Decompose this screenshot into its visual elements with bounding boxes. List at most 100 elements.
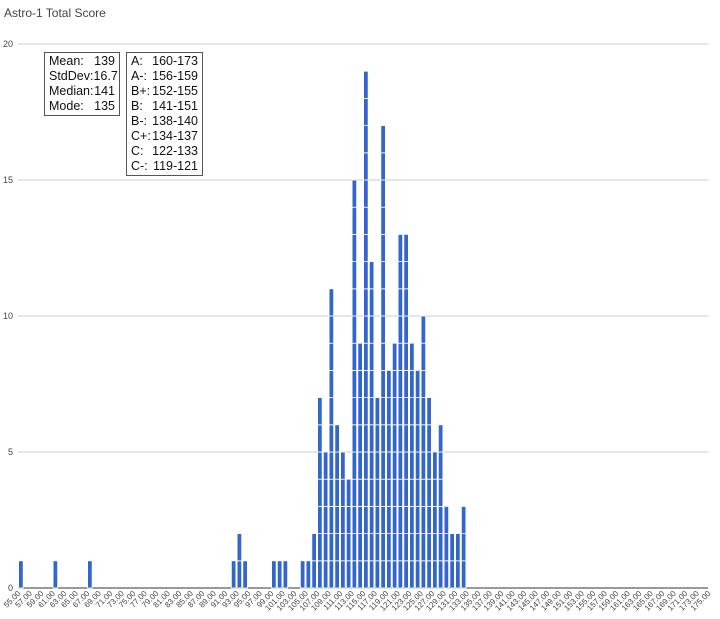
stat-row-stddev: StdDev: 16.7 (49, 69, 118, 84)
stat-row-mean: Mean: 139 (49, 54, 115, 69)
histogram-bar-127 (432, 505, 438, 534)
histogram-bar-115 (363, 533, 369, 562)
histogram-bar-107 (317, 451, 323, 480)
histogram-bar-116 (368, 560, 375, 589)
histogram-bar-116 (368, 261, 375, 290)
histogram-bar-118 (380, 369, 386, 398)
histogram-bar-120 (391, 533, 398, 562)
histogram-bar-122 (403, 397, 409, 426)
histogram-bar-129 (443, 505, 450, 534)
grade-row-b-plus: B+: 152-155 (131, 84, 198, 99)
grade-range: 138-140 (152, 114, 198, 128)
histogram-bar-128 (437, 505, 444, 534)
histogram-bar-114 (357, 397, 363, 426)
histogram-bar-110 (334, 505, 340, 534)
y-tick-label: 5 (8, 447, 13, 457)
stat-label: Mode: (49, 99, 84, 113)
grade-range: 134-137 (152, 129, 198, 143)
histogram-bar-113 (351, 560, 358, 589)
histogram-bar-124 (414, 560, 421, 589)
histogram-bar-106 (311, 560, 317, 589)
grade-label: C: (131, 144, 144, 158)
histogram-bar-126 (426, 533, 432, 562)
histogram-bar-129 (443, 533, 450, 562)
histogram-bar-113 (351, 478, 358, 507)
grade-range: 156-159 (152, 69, 198, 83)
histogram-bar-107 (317, 505, 323, 534)
histogram-bar-113 (351, 206, 358, 235)
histogram-bar-124 (414, 451, 421, 480)
histogram-bar-113 (351, 288, 358, 317)
histogram-bar-125 (420, 424, 427, 453)
histogram-bar-124 (414, 505, 421, 534)
histogram-bar-110 (334, 424, 340, 453)
histogram-bar-123 (409, 505, 415, 534)
histogram-bar-116 (368, 533, 375, 562)
histogram-bar-131 (455, 533, 461, 562)
histogram-bar-100 (276, 560, 283, 589)
histogram-bar-121 (397, 478, 404, 507)
histogram-bar-115 (363, 397, 369, 426)
histogram-bar-107 (317, 478, 323, 507)
histogram-bar-115 (363, 315, 369, 344)
y-tick-label: 0 (8, 583, 13, 593)
histogram-bar-117 (374, 397, 381, 426)
histogram-bar-126 (426, 560, 432, 589)
histogram-bar-132 (460, 533, 467, 562)
histogram-bar-128 (437, 424, 444, 453)
histogram-bar-119 (386, 369, 392, 398)
histogram-bar-108 (322, 478, 329, 507)
grade-row-c-plus: C+: 134-137 (131, 129, 198, 144)
histogram-bar-115 (363, 152, 369, 181)
histogram-bar-107 (317, 424, 323, 453)
histogram-bar-109 (328, 315, 335, 344)
histogram-bar-116 (368, 369, 375, 398)
histogram-bar-119 (386, 451, 392, 480)
histogram-bar-125 (420, 560, 427, 589)
histogram-bar-126 (426, 397, 432, 426)
histogram-bar-108 (322, 533, 329, 562)
histogram-bar-122 (403, 369, 409, 398)
histogram-bar-118 (380, 505, 386, 534)
histogram-bar-115 (363, 206, 369, 235)
histogram-bar-115 (363, 342, 369, 371)
histogram-bar-122 (403, 342, 409, 371)
histogram-bar-114 (357, 478, 363, 507)
histogram-bar-123 (409, 397, 415, 426)
histogram-bar-129 (443, 560, 450, 589)
histogram-bar-116 (368, 478, 375, 507)
histogram-bar-122 (403, 288, 409, 317)
histogram-bar-121 (397, 560, 404, 589)
histogram-bar-99 (271, 560, 277, 589)
histogram-bar-126 (426, 478, 432, 507)
histogram-bar-131 (455, 560, 461, 589)
histogram-bar-116 (368, 451, 375, 480)
histogram-bar-130 (449, 560, 455, 589)
stat-value: 135 (94, 99, 115, 113)
histogram-bar-121 (397, 288, 404, 317)
histogram-bar-125 (420, 397, 427, 426)
histogram-bar-132 (460, 560, 467, 589)
histogram-bar-115 (363, 505, 369, 534)
histogram-bar-111 (340, 533, 346, 562)
histogram-bar-111 (340, 451, 346, 480)
histogram-bar-122 (403, 424, 409, 453)
histogram-bar-121 (397, 505, 404, 534)
histogram-bar-123 (409, 369, 415, 398)
histogram-bar-117 (374, 424, 381, 453)
grade-range: 141-151 (152, 99, 198, 113)
histogram-bar-125 (420, 315, 427, 344)
histogram-bar-116 (368, 424, 375, 453)
histogram-bar-104 (299, 560, 306, 589)
histogram-bar-118 (380, 424, 386, 453)
histogram-bar-122 (403, 478, 409, 507)
histogram-bar-121 (397, 533, 404, 562)
histogram-bar-124 (414, 533, 421, 562)
histogram-bar-61 (52, 560, 59, 589)
histogram-bar-114 (357, 451, 363, 480)
histogram-bar-114 (357, 560, 363, 589)
histogram-bar-106 (311, 533, 317, 562)
histogram-bar-115 (363, 451, 369, 480)
grade-label: B-: (131, 114, 147, 128)
histogram-bar-125 (420, 505, 427, 534)
